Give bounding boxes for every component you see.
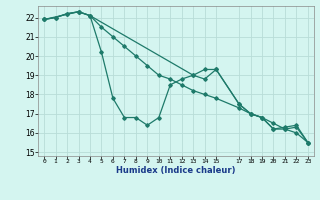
- X-axis label: Humidex (Indice chaleur): Humidex (Indice chaleur): [116, 166, 236, 175]
